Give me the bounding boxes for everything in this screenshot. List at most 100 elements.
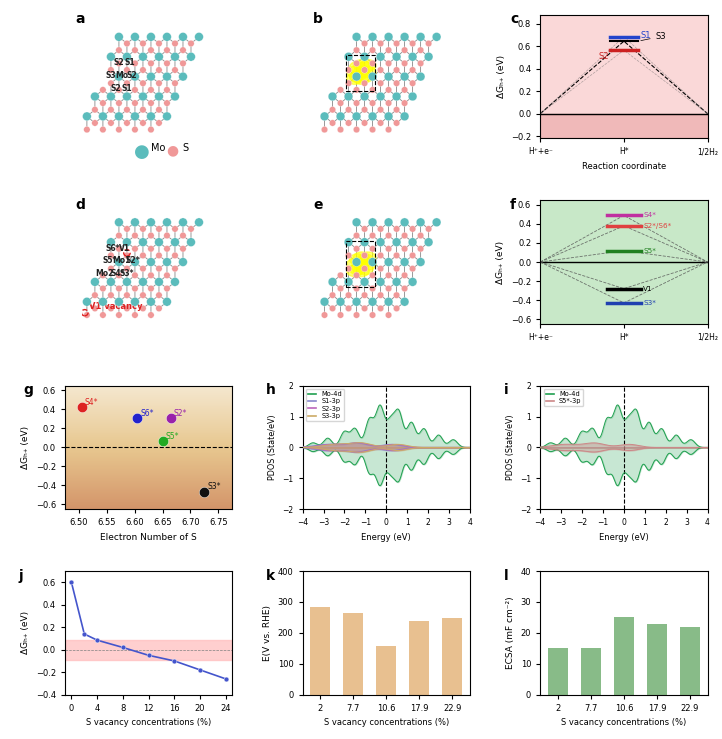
Circle shape: [140, 305, 146, 312]
Circle shape: [416, 258, 425, 267]
Circle shape: [108, 80, 114, 86]
Ellipse shape: [360, 67, 376, 78]
Bar: [647, 624, 667, 695]
Circle shape: [116, 86, 122, 93]
Circle shape: [417, 245, 424, 252]
Circle shape: [123, 40, 130, 47]
Point: [165, 412, 177, 424]
Ellipse shape: [353, 73, 370, 84]
Circle shape: [361, 252, 367, 259]
Circle shape: [393, 292, 400, 299]
Circle shape: [321, 126, 328, 133]
Circle shape: [400, 218, 409, 227]
Circle shape: [378, 40, 384, 47]
Circle shape: [116, 285, 122, 292]
Circle shape: [384, 218, 393, 227]
Circle shape: [155, 92, 163, 101]
Circle shape: [164, 100, 170, 106]
Circle shape: [370, 60, 376, 67]
Circle shape: [139, 92, 147, 101]
Circle shape: [108, 292, 114, 299]
Circle shape: [337, 86, 344, 93]
Ellipse shape: [347, 67, 362, 78]
Circle shape: [164, 232, 170, 239]
Circle shape: [408, 52, 417, 61]
Circle shape: [337, 272, 344, 279]
Text: S5*: S5*: [165, 432, 179, 440]
Circle shape: [90, 278, 100, 286]
Circle shape: [131, 245, 138, 252]
Circle shape: [98, 112, 108, 120]
Circle shape: [370, 86, 375, 93]
Ellipse shape: [360, 252, 376, 263]
Circle shape: [425, 238, 433, 247]
Circle shape: [353, 60, 360, 67]
Circle shape: [360, 278, 369, 286]
Circle shape: [148, 272, 155, 279]
Circle shape: [361, 120, 367, 126]
Circle shape: [139, 106, 146, 113]
Circle shape: [115, 112, 123, 120]
Text: V1: V1: [643, 286, 653, 292]
Circle shape: [329, 120, 336, 126]
Circle shape: [401, 272, 408, 279]
Circle shape: [156, 225, 162, 232]
Circle shape: [162, 218, 171, 227]
Circle shape: [90, 92, 100, 101]
Circle shape: [345, 80, 352, 86]
Circle shape: [115, 297, 123, 306]
Circle shape: [123, 52, 131, 61]
Circle shape: [370, 245, 376, 252]
Circle shape: [140, 120, 146, 126]
Text: Mo: Mo: [115, 71, 128, 80]
Circle shape: [361, 305, 367, 312]
Circle shape: [107, 278, 116, 286]
Circle shape: [100, 312, 106, 319]
Circle shape: [148, 60, 155, 67]
Ellipse shape: [349, 71, 365, 83]
Text: S: S: [182, 143, 188, 153]
Circle shape: [178, 72, 187, 81]
Circle shape: [172, 67, 178, 73]
Circle shape: [115, 258, 123, 267]
Circle shape: [147, 33, 155, 41]
Circle shape: [376, 238, 385, 247]
Circle shape: [393, 40, 400, 47]
Circle shape: [337, 312, 344, 319]
Text: S3: S3: [641, 32, 666, 41]
Circle shape: [156, 80, 162, 86]
Circle shape: [131, 100, 138, 106]
Circle shape: [140, 40, 146, 47]
Circle shape: [131, 86, 138, 93]
Circle shape: [162, 33, 171, 41]
Circle shape: [148, 285, 155, 292]
Ellipse shape: [347, 265, 362, 276]
Circle shape: [384, 33, 393, 41]
Text: h: h: [266, 383, 276, 397]
Text: g: g: [23, 383, 33, 397]
Circle shape: [353, 312, 360, 319]
Circle shape: [147, 112, 155, 120]
Ellipse shape: [353, 265, 370, 276]
Circle shape: [82, 297, 91, 306]
Circle shape: [123, 238, 131, 247]
X-axis label: Energy (eV): Energy (eV): [362, 533, 411, 542]
Circle shape: [386, 272, 392, 279]
Circle shape: [353, 245, 360, 252]
Circle shape: [352, 112, 361, 120]
Text: b: b: [313, 13, 323, 27]
Circle shape: [378, 67, 384, 73]
Bar: [614, 617, 634, 695]
Point: [76, 401, 87, 413]
Circle shape: [353, 86, 360, 93]
Bar: [409, 621, 430, 695]
Ellipse shape: [357, 253, 373, 265]
Circle shape: [401, 232, 408, 239]
X-axis label: Electron Number of S: Electron Number of S: [100, 533, 197, 542]
Circle shape: [352, 258, 361, 267]
Text: S5*: S5*: [643, 248, 656, 253]
Circle shape: [392, 238, 401, 247]
Circle shape: [123, 80, 130, 86]
Circle shape: [370, 232, 375, 239]
Bar: [310, 607, 330, 695]
